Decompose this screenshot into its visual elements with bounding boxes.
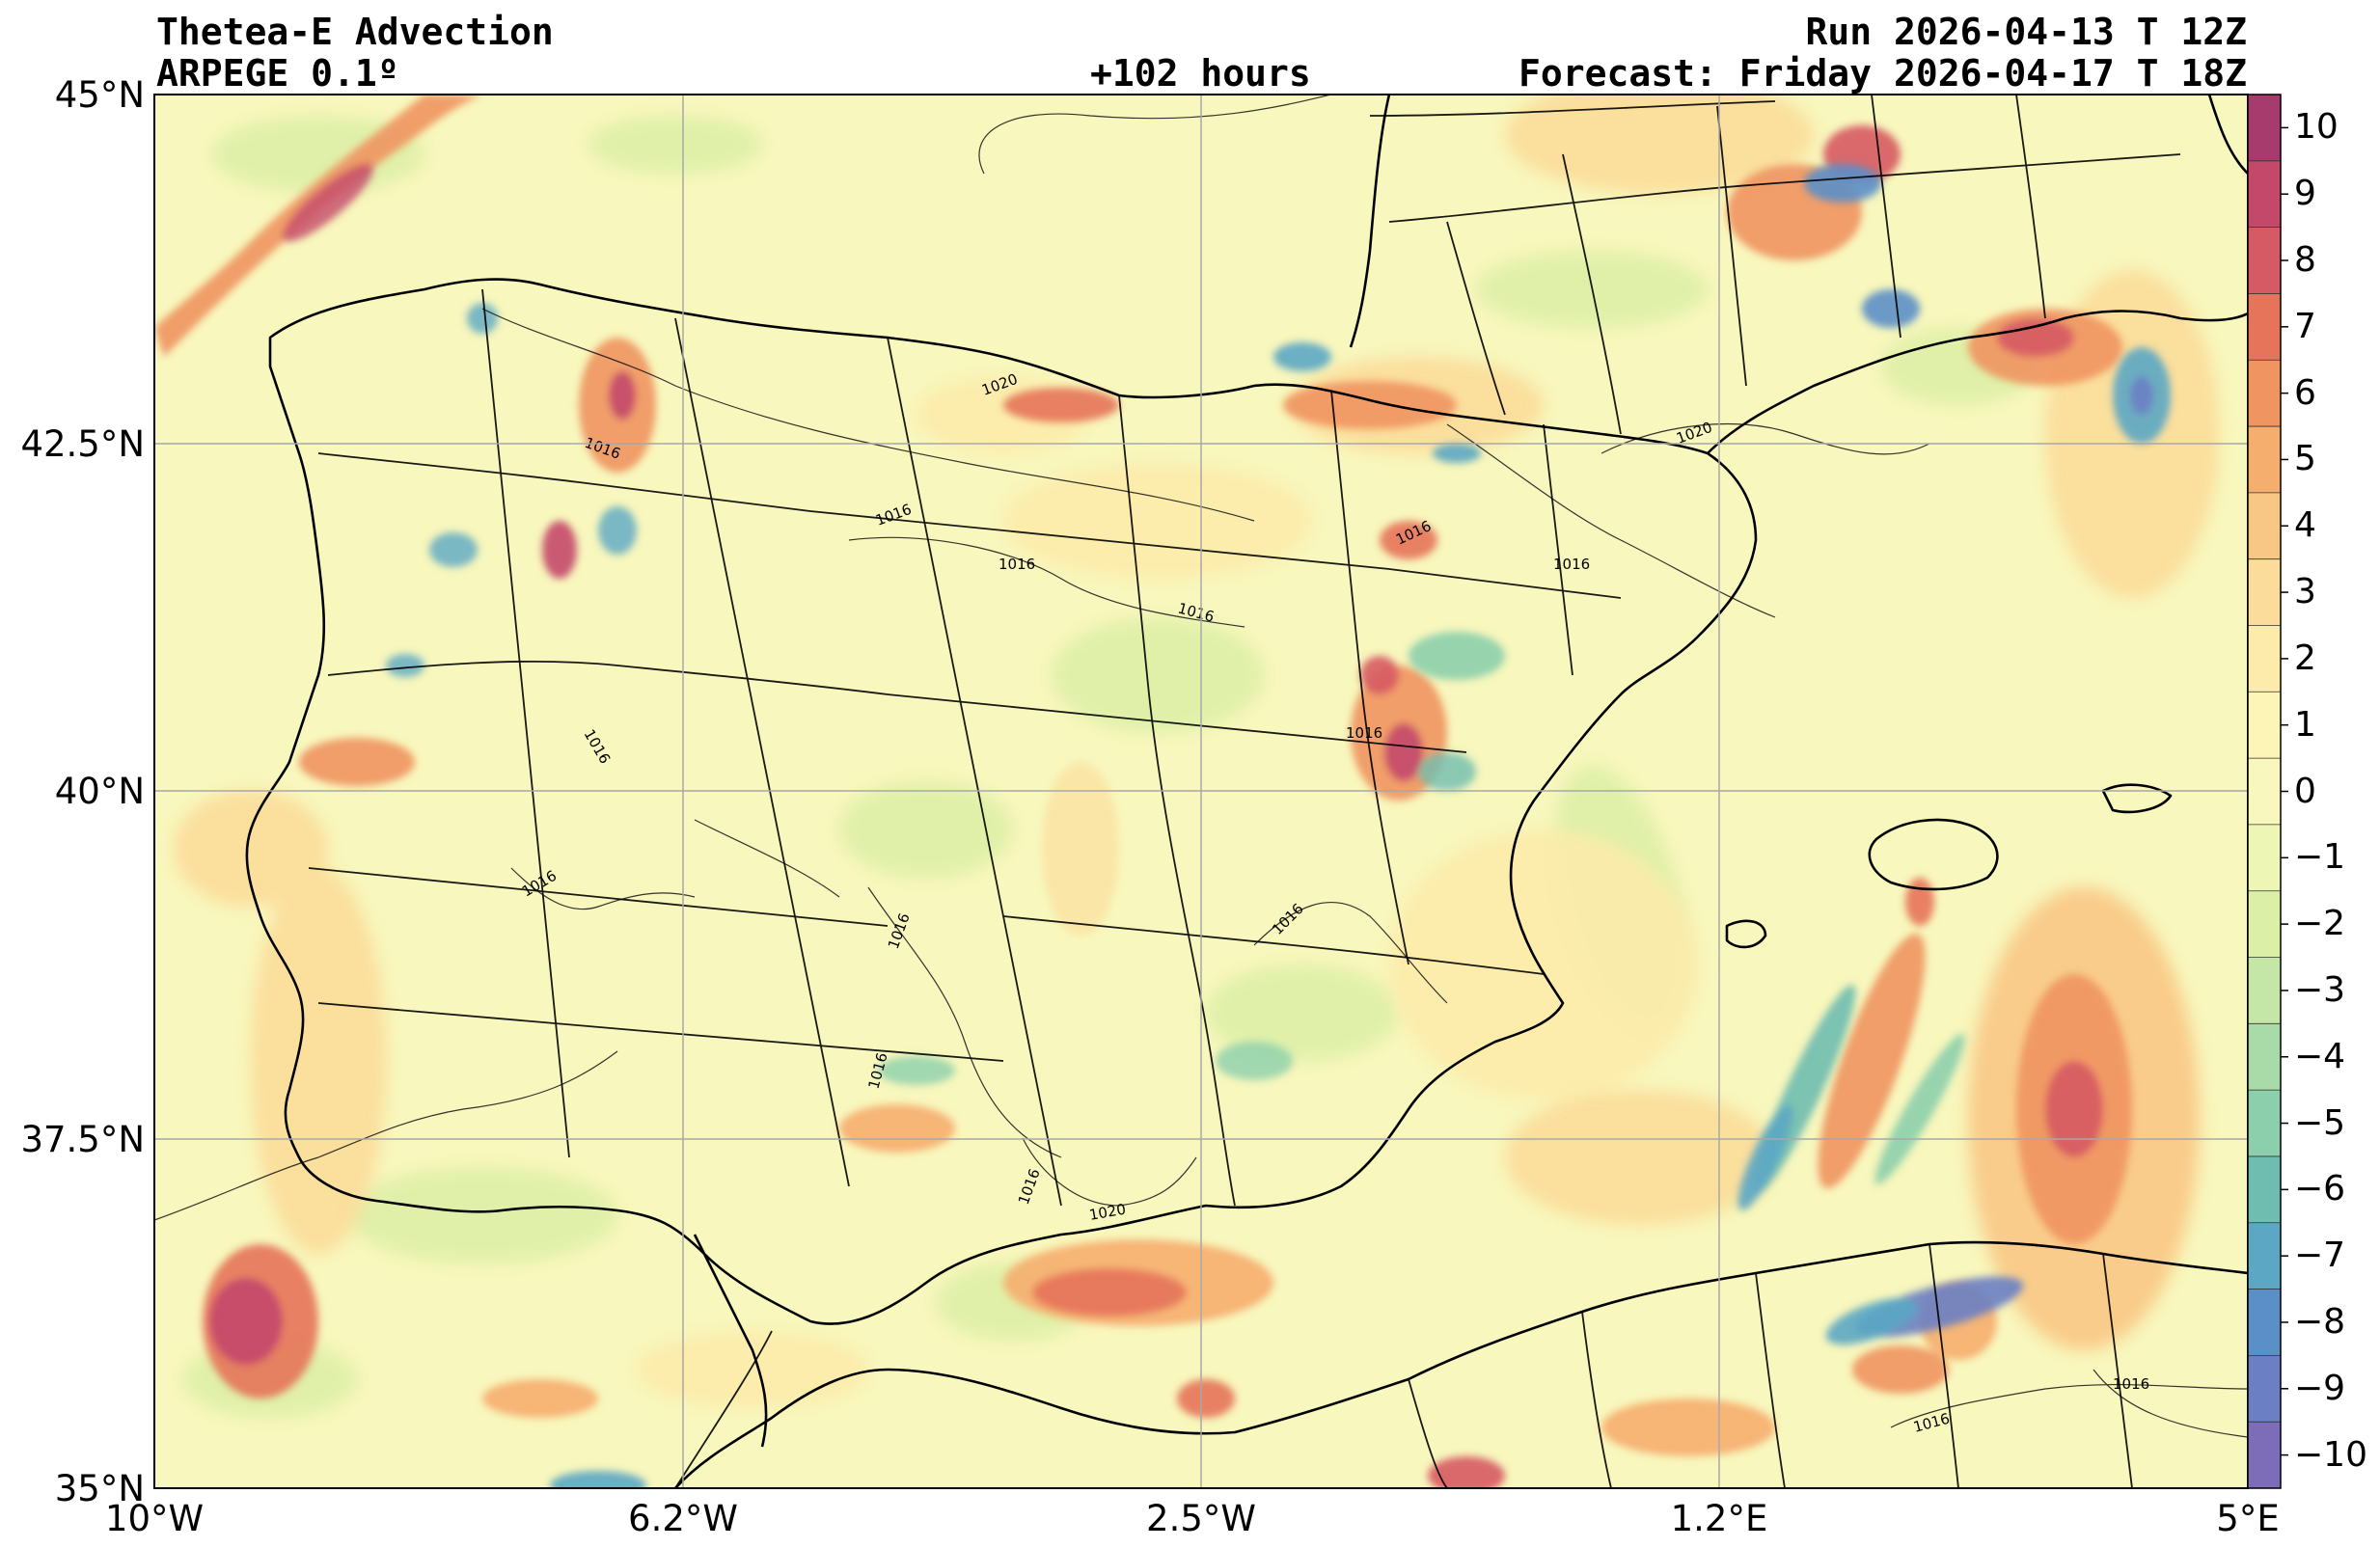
colorbar-segment — [2248, 1355, 2281, 1423]
colorbar-segment — [2248, 558, 2281, 626]
colorbar-segment — [2248, 360, 2281, 427]
lat-label-45n: 45°N — [54, 74, 145, 116]
colorbar-label: 4 — [2294, 505, 2316, 546]
model-name: ARPEGE 0.1º — [156, 52, 399, 95]
colorbar-segment — [2248, 890, 2281, 959]
colorbar-label: −7 — [2294, 1236, 2346, 1276]
colorbar-frame — [2247, 94, 2282, 1489]
lon-label-2-5w: 2.5°W — [1146, 1498, 1256, 1539]
colorbar-segment — [2248, 1090, 2281, 1157]
colorbar-label: 2 — [2294, 638, 2316, 678]
colorbar-segment — [2248, 492, 2281, 560]
colorbar-label: 1 — [2294, 704, 2316, 745]
colorbar-label: 8 — [2294, 240, 2316, 281]
colorbar-label: −8 — [2294, 1301, 2346, 1342]
colorbar-segment — [2248, 957, 2281, 1024]
lon-label-10w: 10°W — [104, 1498, 205, 1539]
lon-label-1-2e: 1.2°E — [1670, 1498, 1768, 1539]
colorbar-label: −10 — [2294, 1434, 2367, 1475]
colorbar-segment — [2248, 293, 2281, 361]
graticule — [154, 95, 2248, 1488]
colorbar — [2248, 94, 2288, 1489]
run-time: Run 2026-04-13 T 12Z — [1805, 11, 2247, 53]
colorbar-label: −9 — [2294, 1368, 2346, 1408]
colorbar-label: 6 — [2294, 372, 2316, 413]
colorbar-label: 9 — [2294, 174, 2316, 214]
colorbar-label: −1 — [2294, 837, 2346, 878]
isobar-label: 1016 — [999, 556, 1035, 573]
lat-label-35n: 35°N — [54, 1468, 145, 1509]
colorbar-segment — [2248, 824, 2281, 892]
colorbar-segment — [2248, 692, 2281, 759]
colorbar-label: 10 — [2294, 107, 2339, 148]
colorbar-segment — [2248, 625, 2281, 693]
forecast-time: Forecast: Friday 2026-04-17 T 18Z — [1518, 52, 2247, 95]
colorbar-label: −5 — [2294, 1102, 2346, 1143]
colorbar-label: 7 — [2294, 306, 2316, 346]
colorbar-segment — [2248, 1155, 2281, 1224]
lat-label-37-5n: 37.5°N — [20, 1119, 145, 1160]
colorbar-label: −6 — [2294, 1169, 2346, 1209]
map-title: Thetea-E Advection — [156, 11, 554, 53]
lat-label-42-5n: 42.5°N — [20, 423, 145, 465]
isobar-label: 1016 — [1553, 556, 1590, 573]
colorbar-label: 3 — [2294, 572, 2316, 612]
colorbar-segment — [2248, 160, 2281, 229]
colorbar-segment — [2248, 758, 2281, 826]
colorbar-label: 5 — [2294, 439, 2316, 479]
thetae-advection-field: 1016 1016 1016 1016 1016 1016 1016 1016 … — [154, 95, 2248, 1488]
lon-label-5e: 5°E — [2216, 1498, 2280, 1539]
colorbar-segment — [2248, 426, 2281, 494]
colorbar-segment — [2248, 1289, 2281, 1356]
colorbar-segment — [2248, 95, 2281, 162]
colorbar-segment — [2248, 1023, 2281, 1091]
lat-label-40n: 40°N — [54, 771, 145, 812]
colorbar-segment — [2248, 1222, 2281, 1290]
colorbar-label: 0 — [2294, 771, 2316, 811]
isobar-label: 1016 — [2113, 1375, 2149, 1393]
colorbar-label: −4 — [2294, 1036, 2346, 1076]
lon-label-6-2w: 6.2°W — [628, 1498, 738, 1539]
isobar-label: 1016 — [1346, 724, 1382, 742]
lead-time: +102 hours — [1090, 52, 1311, 95]
colorbar-segment — [2248, 227, 2281, 294]
colorbar-label: −2 — [2294, 904, 2346, 944]
colorbar-segment — [2248, 1422, 2281, 1489]
colorbar-label: −3 — [2294, 969, 2346, 1010]
